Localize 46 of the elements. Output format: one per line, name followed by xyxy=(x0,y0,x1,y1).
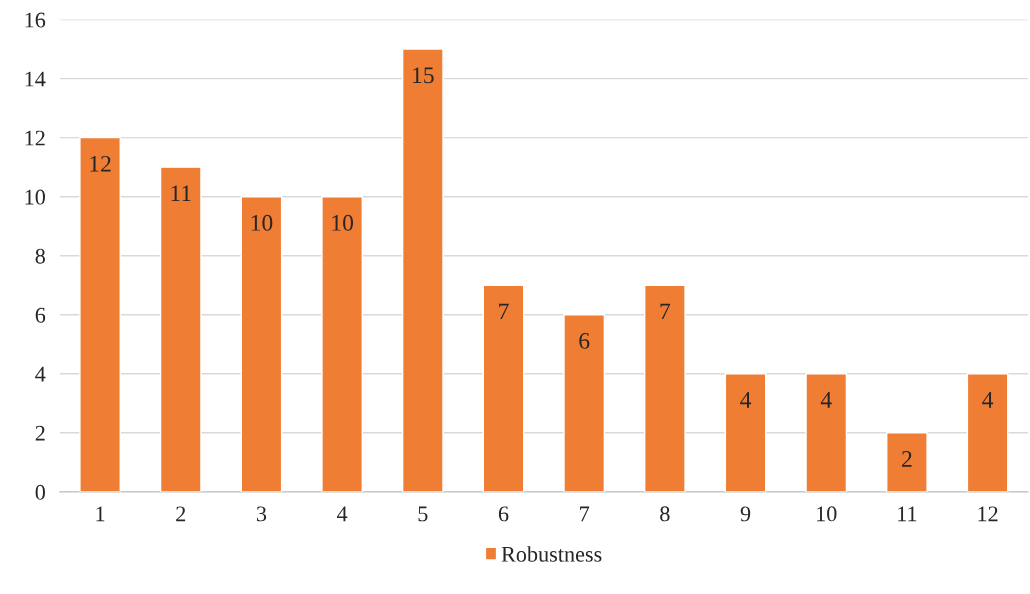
x-tick-label: 2 xyxy=(176,506,186,522)
bar xyxy=(321,195,363,492)
y-tick-label: 4 xyxy=(35,366,46,382)
x-tick-label: 10 xyxy=(817,506,837,522)
x-tick-label: 9 xyxy=(740,506,751,522)
legend-label: Robustness xyxy=(501,546,602,562)
y-tick-label: 2 xyxy=(35,425,45,441)
bar xyxy=(643,284,686,492)
x-tick-label: 7 xyxy=(580,506,590,522)
bar xyxy=(724,373,767,492)
y-tick-label: 10 xyxy=(25,189,45,205)
data-label: 15 xyxy=(413,67,434,84)
bar xyxy=(401,48,444,492)
bar xyxy=(482,284,525,492)
x-tick-label: 3 xyxy=(256,506,267,522)
bar xyxy=(159,166,202,492)
data-label: 7 xyxy=(660,303,671,320)
y-tick-label: 12 xyxy=(25,130,45,146)
x-tick-label: 4 xyxy=(337,506,348,522)
y-tick-label: 0 xyxy=(35,484,45,500)
x-tick-label: 8 xyxy=(660,506,670,522)
data-label: 6 xyxy=(579,332,590,349)
data-label: 4 xyxy=(740,392,752,408)
data-label: 4 xyxy=(820,392,832,408)
data-label: 4 xyxy=(982,392,994,408)
x-tick-label: 5 xyxy=(418,506,428,522)
data-label: 2 xyxy=(902,451,912,467)
x-tick-label: 6 xyxy=(498,506,509,522)
y-tick-label: 8 xyxy=(35,248,45,264)
data-label: 10 xyxy=(251,214,273,231)
bar xyxy=(563,314,606,492)
data-label: 7 xyxy=(499,303,509,320)
data-label: 12 xyxy=(90,155,111,172)
x-tick-label: 12 xyxy=(978,506,998,522)
y-tick-label: 14 xyxy=(25,71,46,87)
data-label: 11 xyxy=(171,185,191,202)
bar xyxy=(240,195,283,492)
bar xyxy=(79,136,121,492)
y-tick-label: 16 xyxy=(25,12,46,28)
bar xyxy=(886,432,928,492)
x-tick-label: 11 xyxy=(898,506,917,522)
bar xyxy=(805,373,848,492)
bar xyxy=(966,373,1009,492)
data-label: 10 xyxy=(332,214,354,231)
y-tick-label: 6 xyxy=(35,307,46,323)
x-tick-label: 1 xyxy=(96,506,105,522)
